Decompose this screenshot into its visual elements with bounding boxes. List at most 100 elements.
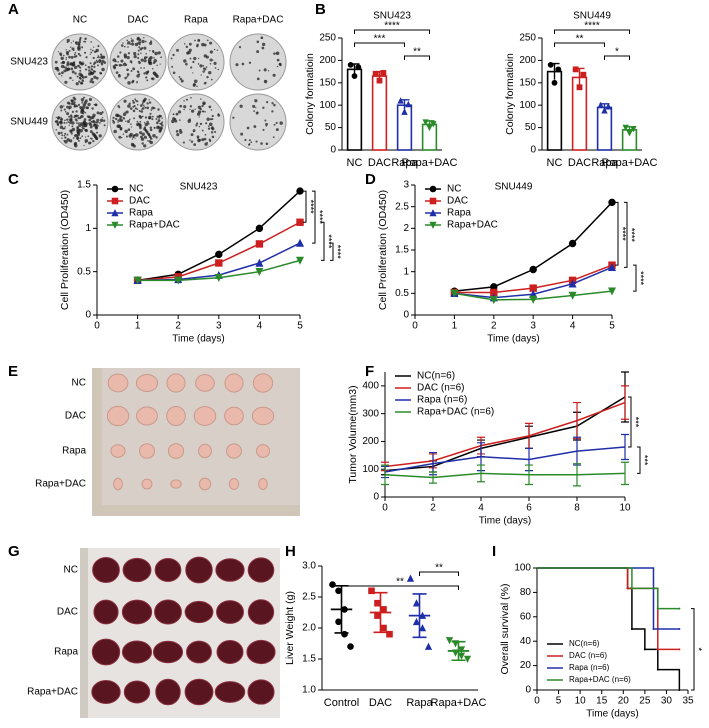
colony	[175, 112, 179, 116]
significance: **	[396, 577, 404, 588]
colony	[66, 63, 70, 67]
colony	[241, 62, 245, 66]
colony	[143, 56, 147, 60]
colony	[70, 67, 74, 71]
colony	[137, 57, 140, 60]
colony	[124, 129, 128, 134]
x-tick-label: Rapa	[591, 157, 618, 169]
colony	[66, 105, 69, 109]
colony	[117, 61, 119, 63]
colony	[79, 137, 82, 140]
colony	[127, 52, 131, 55]
colony	[139, 120, 142, 123]
colony	[210, 109, 213, 111]
colony	[154, 51, 158, 56]
colony	[73, 65, 78, 70]
dish	[167, 33, 225, 91]
x-tick-label: 2	[491, 321, 497, 332]
colony	[197, 110, 202, 114]
colony	[69, 76, 72, 80]
colony	[138, 38, 142, 42]
colony	[204, 111, 206, 113]
bracket	[691, 608, 695, 691]
series-line	[384, 396, 626, 472]
colony	[271, 102, 274, 105]
colony	[255, 140, 258, 143]
colony	[262, 106, 265, 109]
colony	[172, 117, 176, 121]
colony	[177, 110, 182, 114]
colony	[138, 43, 141, 46]
colony	[160, 56, 163, 59]
colony	[141, 39, 145, 44]
colony	[133, 105, 136, 107]
y-tick-label: 1	[85, 223, 91, 234]
colony	[189, 57, 192, 60]
bracket	[419, 571, 459, 576]
colony	[149, 112, 152, 115]
colony	[62, 54, 65, 57]
colony	[102, 119, 106, 122]
liver	[122, 557, 152, 583]
panel-letter: B	[315, 1, 326, 18]
column-label: DAC	[127, 15, 148, 26]
colony	[82, 61, 84, 63]
y-axis-label: Overall survival (%)	[499, 583, 511, 674]
panel-letter: C	[8, 171, 19, 188]
colony	[124, 76, 127, 80]
colony	[262, 128, 265, 131]
liver	[247, 599, 275, 625]
colony	[148, 117, 151, 119]
colony	[95, 48, 99, 53]
colony	[92, 139, 95, 143]
colony	[217, 68, 219, 71]
colony	[122, 42, 124, 44]
colony	[276, 65, 279, 68]
significance: ****	[584, 21, 600, 32]
significance: ****	[333, 245, 343, 260]
colony	[69, 121, 72, 124]
colony	[54, 120, 57, 123]
marker	[406, 574, 415, 582]
x-tick-label: NC	[547, 157, 563, 169]
colony	[74, 51, 77, 54]
colony	[151, 106, 155, 110]
marker	[412, 599, 421, 607]
colony	[149, 137, 153, 140]
colony	[143, 59, 147, 63]
row-label: DAC	[65, 411, 86, 422]
colony	[78, 80, 81, 83]
colony	[210, 78, 213, 81]
liver	[121, 640, 153, 664]
colony	[151, 68, 154, 70]
colony	[183, 100, 185, 102]
colony	[130, 69, 133, 72]
marker	[397, 97, 404, 104]
colony	[59, 105, 64, 109]
colony	[95, 137, 99, 141]
column-label: Rapa	[184, 15, 208, 26]
colony	[90, 41, 92, 43]
significance: ****	[627, 228, 637, 243]
colony	[146, 106, 150, 110]
marker	[568, 291, 577, 300]
colony	[96, 131, 99, 134]
colony	[70, 55, 74, 59]
significance: ****	[315, 210, 325, 225]
y-tick-label: 2.5	[302, 592, 316, 603]
colony	[211, 114, 214, 118]
colony	[70, 42, 72, 44]
colony	[209, 50, 213, 54]
x-tick-label: 1	[452, 321, 458, 332]
significance: **	[413, 47, 421, 58]
marker	[547, 61, 554, 68]
colony	[248, 61, 252, 64]
colony	[130, 37, 132, 39]
colony	[138, 110, 141, 113]
y-tick-label: 1.5	[395, 245, 409, 256]
dish	[229, 93, 287, 151]
colony	[64, 111, 67, 113]
colony	[78, 60, 82, 64]
colony	[193, 79, 198, 84]
colony	[63, 121, 66, 124]
